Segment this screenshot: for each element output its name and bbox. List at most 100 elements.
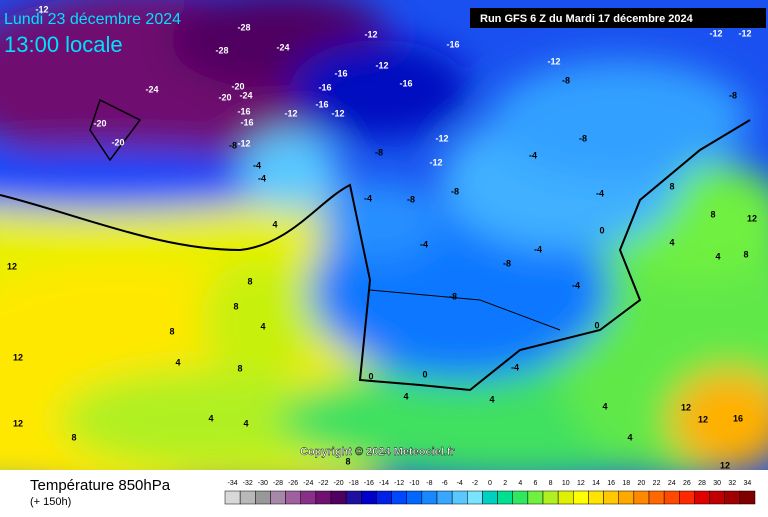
isotherm-label: 16 [733, 413, 743, 423]
isotherm-labels: -12-28-24-12-16-12-12 -12-28-24 -20-20 -24-… [7, 4, 757, 470]
isotherm-label: 4 [175, 357, 180, 367]
isotherm-label: 4 [627, 432, 632, 442]
isotherm-label: -12 [547, 56, 560, 66]
copyright: Copyright © 2024 Meteociel.fr [300, 446, 456, 458]
isotherm-label: 12 [7, 261, 17, 271]
scale-swatch [694, 490, 710, 505]
isotherm-label: 0 [422, 369, 427, 379]
coastlines [0, 98, 751, 392]
scale-label: -22 [318, 480, 328, 487]
scale-label: -10 [409, 480, 419, 487]
isotherm-label: 4 [208, 413, 213, 423]
scale-label: -30 [258, 480, 268, 487]
scale-label: 22 [653, 480, 661, 487]
isotherm-label: 8 [247, 276, 252, 286]
isotherm-label: -24 [276, 42, 289, 52]
scale-swatch [679, 490, 695, 505]
isotherm-label: -8 [375, 147, 383, 157]
scale-label: -20 [334, 480, 344, 487]
isotherm-label: 4 [489, 394, 494, 404]
scale-label: 6 [533, 480, 537, 487]
isotherm-label: -12 [738, 28, 751, 38]
isotherm-label: -12 [709, 28, 722, 38]
isotherm-label: 4 [272, 219, 277, 229]
isotherm-label: -8 [407, 194, 415, 204]
scale-swatch [467, 490, 483, 505]
run-box [470, 8, 766, 28]
isotherm-label: -20 [111, 137, 124, 147]
isotherm-label: 12 [13, 352, 23, 362]
scale-swatch [739, 490, 756, 505]
isotherm-label: -28 [237, 22, 250, 32]
scale-swatch [512, 490, 529, 505]
scale-swatch [255, 490, 271, 505]
scale-swatch [376, 490, 392, 505]
isotherm-label: -8 [579, 133, 587, 143]
scale-swatch [270, 490, 286, 505]
scale-label: -16 [364, 480, 374, 487]
isotherm-label: -12 [429, 157, 442, 167]
isotherm-label: -12 [331, 108, 344, 118]
scale-swatch [663, 490, 680, 505]
scale-label: 26 [683, 480, 691, 487]
isotherm-label: -4 [596, 188, 604, 198]
isotherm-label: -8 [449, 291, 457, 301]
scale-swatch [588, 490, 604, 505]
scale-swatch [527, 490, 544, 505]
scale-label: 2 [503, 480, 507, 487]
scale-swatch [542, 490, 559, 505]
scale-label: 30 [713, 480, 721, 487]
isotherm-label: -16 [240, 117, 253, 127]
forecast-time: 13:00 locale [4, 32, 123, 57]
isotherm-label: 8 [71, 432, 76, 442]
isotherm-label: -8 [229, 140, 237, 150]
scale-label: 10 [562, 480, 570, 487]
isotherm-label: 12 [747, 213, 757, 223]
isotherm-label: -20 [218, 92, 231, 102]
isotherm-label: -12 [237, 138, 250, 148]
scale-label: 14 [592, 480, 600, 487]
isotherm-label: -16 [315, 99, 328, 109]
scale-label: 16 [607, 480, 615, 487]
isotherm-label: -28 [215, 45, 228, 55]
scale-label: -26 [288, 480, 298, 487]
scale-swatch [315, 490, 332, 505]
scale-swatch [285, 490, 301, 505]
color-scale: -34 -32 -30 -28 -26 -24 -22 -20 -18 -16 -14 -12 -10-… [224, 480, 756, 505]
scale-swatch [482, 490, 498, 505]
scale-swatch [451, 490, 468, 505]
isotherm-label: -4 [529, 150, 537, 160]
scale-swatch [406, 490, 423, 505]
isotherm-label: 12 [681, 402, 691, 412]
scale-swatch [633, 490, 650, 505]
scale-swatch [436, 490, 453, 505]
scale-swatch [224, 490, 241, 505]
isotherm-label: 8 [345, 456, 350, 466]
isotherm-label: -12 [35, 4, 48, 14]
isotherm-label: -4 [253, 160, 261, 170]
scale-label: 32 [728, 480, 736, 487]
scale-swatch [709, 490, 725, 505]
scale-label: 8 [549, 480, 553, 487]
isotherm-label: 4 [403, 391, 408, 401]
scale-swatch [239, 490, 256, 505]
isotherm-label: -16 [318, 82, 331, 92]
scale-swatch [361, 490, 377, 505]
scale-label: -18 [349, 480, 359, 487]
isotherm-label: 4 [602, 401, 607, 411]
isotherm-label: 4 [669, 237, 674, 247]
scale-label: 20 [638, 480, 646, 487]
isotherm-label: -4 [534, 244, 542, 254]
scale-swatch [648, 490, 665, 505]
scale-swatch [618, 490, 635, 505]
scale-label: 34 [744, 480, 752, 487]
isotherm-label: 12 [720, 460, 730, 470]
scale-label: 0 [488, 480, 492, 487]
isotherm-label: -24 [145, 84, 158, 94]
scale-label: -8 [426, 480, 432, 487]
scale-swatch [391, 490, 407, 505]
scale-swatch [603, 490, 619, 505]
isotherm-label: 4 [243, 418, 248, 428]
isotherm-label: -4 [511, 362, 519, 372]
isotherm-label: -16 [237, 106, 250, 116]
